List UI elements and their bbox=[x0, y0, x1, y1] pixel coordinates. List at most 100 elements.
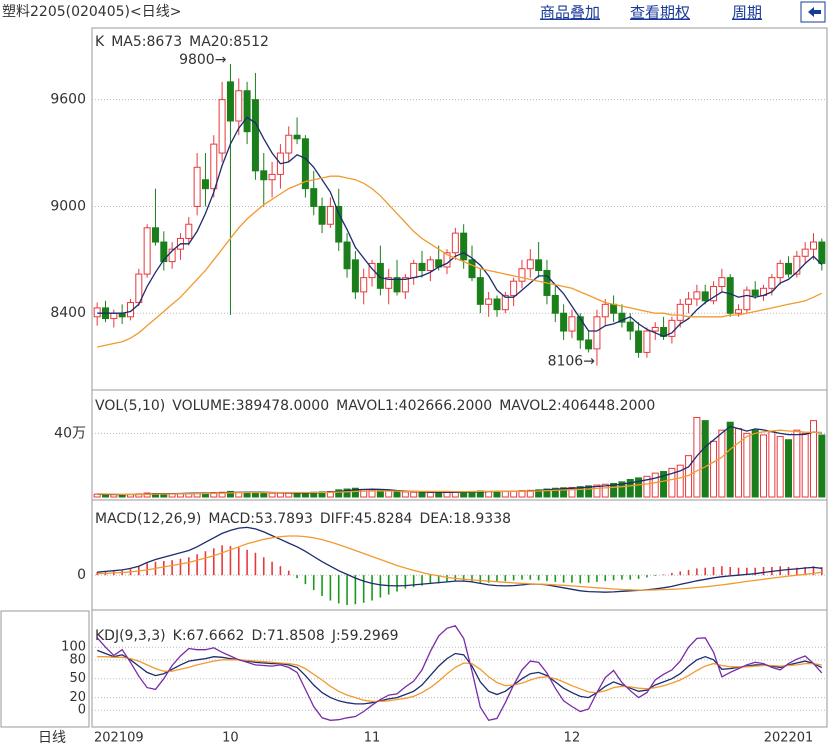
readout: MACD:53.7893 bbox=[208, 511, 313, 527]
candle-body bbox=[151, 227, 159, 243]
volume-bar bbox=[676, 464, 684, 498]
volume-bar bbox=[660, 471, 668, 498]
volume-bar bbox=[818, 434, 826, 498]
volume-bar bbox=[543, 488, 551, 498]
volume-bar bbox=[635, 477, 643, 498]
volume-bar bbox=[343, 488, 351, 498]
candle-body bbox=[143, 227, 151, 275]
y-tick-label: 9000 bbox=[50, 198, 86, 214]
y-tick-label: 50 bbox=[69, 671, 86, 686]
candle-body bbox=[468, 259, 476, 279]
candle-body bbox=[310, 188, 318, 207]
volume-bar bbox=[551, 487, 559, 498]
candle-body bbox=[576, 316, 584, 341]
volume-bar bbox=[701, 420, 709, 498]
candle-body bbox=[418, 262, 426, 272]
volume-bar bbox=[260, 492, 268, 498]
volume-bar bbox=[585, 485, 593, 498]
readout: VOLUME:389478.0000 bbox=[172, 398, 329, 414]
x-tick-label: 202201 bbox=[764, 731, 814, 746]
candle-body bbox=[801, 248, 809, 257]
candle-body bbox=[226, 81, 234, 122]
volume-bar bbox=[435, 491, 443, 498]
volume-bar bbox=[143, 492, 151, 498]
candle-body bbox=[260, 170, 268, 181]
candle-body bbox=[501, 294, 509, 311]
volume-bar bbox=[93, 493, 101, 498]
candle-body bbox=[376, 262, 384, 289]
link-period[interactable]: 周期 bbox=[732, 4, 762, 22]
candle-body bbox=[593, 316, 601, 350]
volume-bar bbox=[568, 486, 576, 498]
candle-body bbox=[218, 99, 226, 154]
candle-body bbox=[318, 205, 326, 225]
volume-bar bbox=[518, 490, 526, 498]
candle-body bbox=[210, 143, 218, 190]
volume-bar bbox=[535, 489, 543, 498]
volume-bar bbox=[501, 491, 509, 498]
volume-bar bbox=[560, 487, 568, 498]
volume-bar bbox=[243, 492, 251, 498]
x-tick-label: 10 bbox=[222, 731, 239, 746]
candle-body bbox=[410, 262, 418, 279]
annotation: 8106→ bbox=[548, 354, 596, 370]
volume-bar bbox=[351, 487, 359, 498]
x-axis-label: 日线 bbox=[38, 730, 66, 746]
volume-bar bbox=[610, 482, 618, 498]
candle-body bbox=[710, 286, 718, 302]
volume-bar bbox=[810, 420, 818, 498]
volume-bar bbox=[626, 479, 634, 498]
candle-body bbox=[743, 289, 751, 311]
candle-body bbox=[460, 232, 468, 261]
indicator-line bbox=[97, 116, 823, 338]
candle-body bbox=[160, 241, 168, 263]
candle-body bbox=[626, 321, 634, 332]
volume-bar bbox=[793, 429, 801, 498]
candle-body bbox=[568, 316, 576, 332]
candle-body bbox=[351, 259, 359, 293]
link-options[interactable]: 查看期权 bbox=[630, 4, 690, 22]
candle-body bbox=[443, 252, 451, 268]
candle-body bbox=[810, 241, 818, 250]
x-tick-label: 12 bbox=[564, 731, 581, 746]
candle-body bbox=[551, 294, 559, 314]
x-tick-label: 11 bbox=[364, 731, 381, 746]
plot-frame bbox=[91, 27, 828, 728]
back-button[interactable] bbox=[800, 1, 826, 23]
candle-body bbox=[635, 330, 643, 353]
panel-label: K bbox=[95, 34, 105, 50]
legend-entry: MA5:8673 bbox=[111, 34, 182, 50]
x-tick-label: 202109 bbox=[94, 731, 144, 746]
candle-body bbox=[693, 291, 701, 300]
candle-body bbox=[168, 248, 176, 263]
volume-bar bbox=[401, 491, 409, 498]
link-overlay[interactable]: 商品叠加 bbox=[540, 4, 600, 22]
volume-bar bbox=[276, 492, 284, 498]
y-tick-label: 80 bbox=[69, 652, 86, 667]
y-tick-label: 0 bbox=[77, 567, 86, 583]
volume-bar bbox=[385, 490, 393, 498]
candle-body bbox=[768, 277, 776, 289]
volume-bar bbox=[693, 416, 701, 498]
candle-body bbox=[643, 330, 651, 353]
candle-body bbox=[751, 289, 759, 296]
volume-bar bbox=[393, 490, 401, 498]
candle-body bbox=[110, 312, 118, 320]
candle-body bbox=[476, 277, 484, 305]
candle-body bbox=[268, 173, 276, 181]
legend-entry: MA20:8512 bbox=[189, 34, 269, 50]
legend-entry: DIFF:45.8284 bbox=[320, 511, 413, 527]
candle-body bbox=[201, 179, 209, 190]
candle-body bbox=[793, 255, 801, 275]
legend-entry: D:71.8508 bbox=[251, 628, 324, 644]
candle-body bbox=[185, 223, 193, 239]
indicator-line bbox=[96, 625, 823, 722]
candle-body bbox=[243, 90, 251, 133]
candle-body bbox=[685, 298, 693, 305]
candle-body bbox=[393, 277, 401, 293]
volume-bar bbox=[710, 440, 718, 498]
volume-bar bbox=[801, 432, 809, 498]
candle-body bbox=[618, 312, 626, 323]
candle-body bbox=[335, 205, 343, 243]
